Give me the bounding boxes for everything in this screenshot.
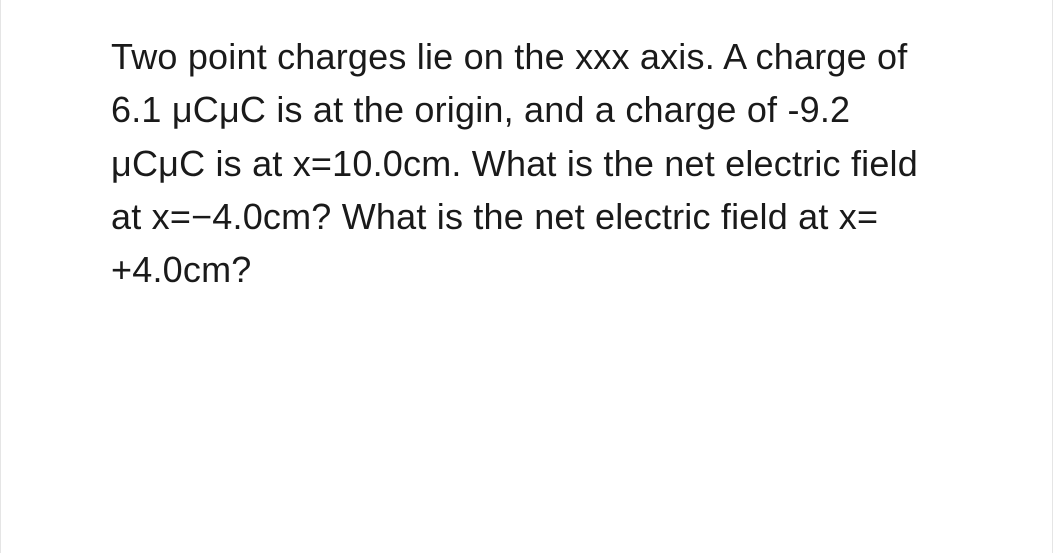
question-container: Two point charges lie on the xxx axis. A… [0,0,1053,553]
question-text: Two point charges lie on the xxx axis. A… [111,30,932,296]
